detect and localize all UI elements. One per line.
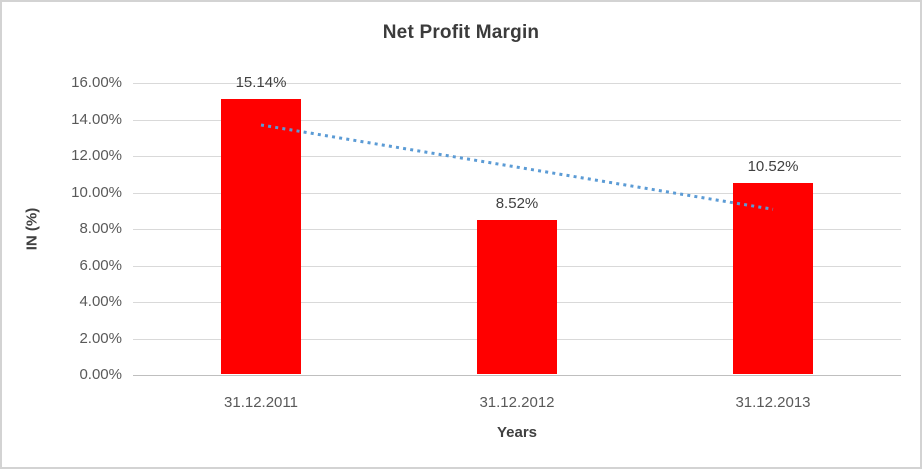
bar-31.12.2012 <box>477 220 557 374</box>
bar-31.12.2013 <box>733 183 813 374</box>
y-tick-label: 8.00% <box>79 220 122 237</box>
y-tick-label: 6.00% <box>79 257 122 274</box>
y-tick-label: 10.00% <box>71 184 122 201</box>
y-tick-label: 16.00% <box>71 74 122 91</box>
y-tick-label: 4.00% <box>79 293 122 310</box>
gridline <box>133 83 901 84</box>
y-tick-label: 12.00% <box>71 147 122 164</box>
x-axis-title: Years <box>496 424 538 441</box>
x-axis-line <box>133 375 901 376</box>
y-tick-label: 0.00% <box>79 366 122 383</box>
y-tick-label: 2.00% <box>79 330 122 347</box>
data-label: 10.52% <box>747 158 799 175</box>
data-label: 8.52% <box>495 195 539 212</box>
data-label: 15.14% <box>235 74 287 91</box>
bar-31.12.2011 <box>221 99 301 374</box>
y-tick-label: 14.00% <box>71 111 122 128</box>
x-tick-label: 31.12.2012 <box>479 394 555 411</box>
gridline <box>133 120 901 121</box>
x-tick-label: 31.12.2013 <box>735 394 811 411</box>
x-tick-label: 31.12.2011 <box>224 394 298 411</box>
chart-title: Net Profit Margin <box>382 22 540 43</box>
